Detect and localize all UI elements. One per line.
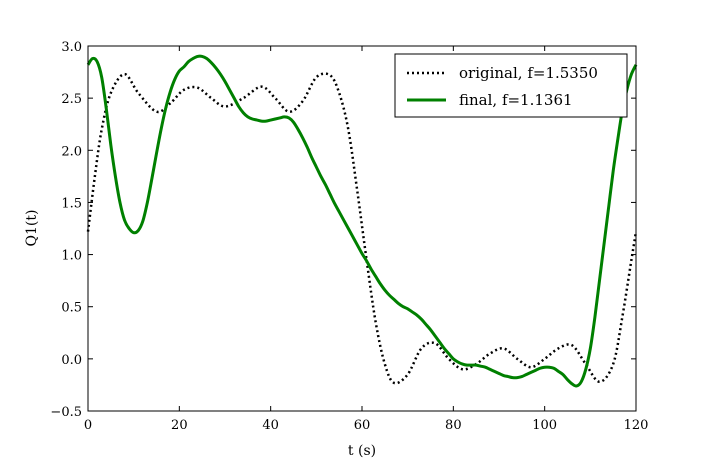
legend-label-final: final, f=1.1361 bbox=[459, 91, 573, 109]
x-tick-label: 60 bbox=[354, 418, 371, 433]
series-layer bbox=[86, 54, 638, 388]
y-tick-label: −0.5 bbox=[50, 405, 82, 420]
y-tick-label: 0.0 bbox=[61, 353, 82, 368]
y-tick-label: 0.5 bbox=[61, 301, 82, 316]
legend-label-original: original, f=1.5350 bbox=[459, 64, 598, 82]
legend-box bbox=[394, 53, 628, 118]
x-tick-label: 20 bbox=[171, 418, 188, 433]
x-axis-label: t (s) bbox=[348, 443, 376, 459]
y-tick-label: 1.0 bbox=[61, 249, 82, 264]
y-axis: −0.5 0.0 0.5 1.0 1.5 2.0 2.5 3.0 bbox=[50, 40, 636, 420]
y-tick-label: 2.5 bbox=[61, 92, 82, 107]
x-tick-label: 40 bbox=[262, 418, 279, 433]
y-tick-label: 1.5 bbox=[61, 196, 82, 211]
y-tick-label: 2.0 bbox=[61, 144, 82, 159]
y-tick-label: 3.0 bbox=[61, 40, 82, 55]
x-tick-label: 100 bbox=[532, 418, 557, 433]
legend: original, f=1.5350 final, f=1.1361 bbox=[394, 53, 628, 118]
x-tick-label: 80 bbox=[445, 418, 462, 433]
series-line-original bbox=[86, 72, 638, 385]
x-axis: 0 20 40 60 80 100 120 bbox=[84, 46, 649, 433]
series-line-final bbox=[86, 54, 638, 388]
x-tick-label: 0 bbox=[84, 418, 92, 433]
x-tick-label: 120 bbox=[624, 418, 649, 433]
y-axis-label: Q1(t) bbox=[24, 210, 40, 247]
